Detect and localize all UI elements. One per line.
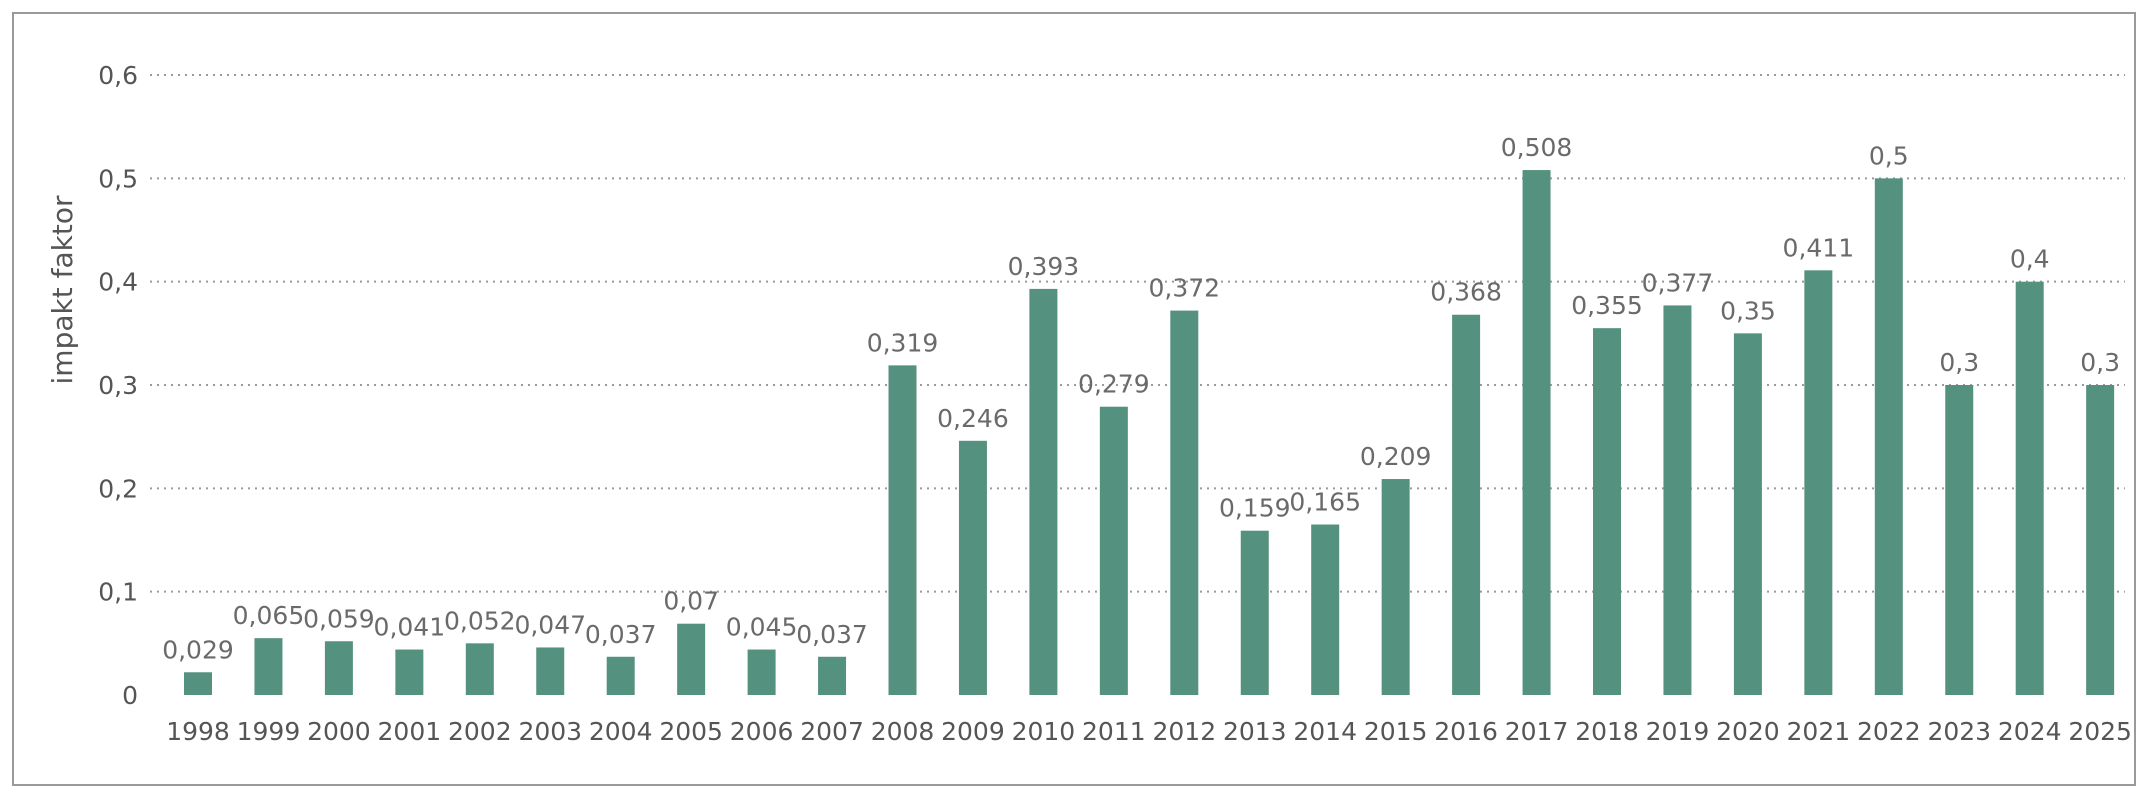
x-tick-label-2025: 2025 (2068, 717, 2132, 746)
bar-2018 (1593, 328, 1621, 695)
bar-2021 (1804, 270, 1833, 695)
x-tick-label-2011: 2011 (1082, 717, 1146, 746)
x-tick-label-2024: 2024 (1998, 717, 2062, 746)
y-tick-label: 0,1 (98, 578, 138, 607)
bar-2002 (465, 643, 494, 695)
data-label-2007: 0,037 (796, 620, 868, 649)
data-label-2016: 0,368 (1430, 278, 1502, 307)
data-label-2002: 0,052 (444, 606, 516, 635)
bar-2003 (536, 647, 565, 695)
x-tick-label-2014: 2014 (1293, 717, 1357, 746)
bar-2015 (1381, 479, 1410, 695)
x-tick-label-2017: 2017 (1505, 717, 1569, 746)
bar-2024 (2015, 281, 2044, 695)
data-label-2000: 0,059 (303, 604, 375, 633)
x-tick-label-2012: 2012 (1152, 717, 1216, 746)
bar-1998 (184, 672, 212, 695)
x-tick-label-2000: 2000 (307, 717, 371, 746)
x-tick-label-2002: 2002 (448, 717, 512, 746)
bar-2010 (1029, 288, 1058, 695)
data-label-2004: 0,037 (585, 620, 657, 649)
data-label-2009: 0,246 (937, 404, 1009, 433)
data-label-2005: 0,07 (663, 587, 719, 616)
y-tick-label: 0,2 (98, 474, 138, 503)
data-label-2003: 0,047 (514, 610, 586, 639)
y-tick-label: 0 (122, 681, 138, 710)
x-tick-label-2009: 2009 (941, 717, 1005, 746)
data-label-2020: 0,35 (1720, 296, 1776, 325)
data-label-2018: 0,355 (1571, 291, 1643, 320)
data-label-1999: 0,065 (233, 601, 305, 630)
x-tick-label-2018: 2018 (1575, 717, 1639, 746)
y-tick-label: 0,5 (98, 164, 138, 193)
bar-2007 (818, 656, 847, 695)
data-label-2001: 0,041 (374, 613, 446, 642)
bar-2004 (606, 656, 635, 695)
x-tick-label-2005: 2005 (659, 717, 723, 746)
x-tick-label-1999: 1999 (237, 717, 301, 746)
data-label-1998: 0,029 (162, 635, 234, 664)
bar-2000 (324, 641, 353, 695)
data-label-2021: 0,411 (1783, 233, 1855, 262)
bar-1999 (254, 638, 283, 695)
bar-2020 (1733, 333, 1762, 695)
bar-2014 (1311, 524, 1340, 695)
bar-2016 (1452, 314, 1481, 695)
bar-2001 (395, 649, 424, 695)
x-tick-label-2023: 2023 (1927, 717, 1991, 746)
bar-2025 (2086, 385, 2115, 695)
x-tick-label-2021: 2021 (1787, 717, 1851, 746)
data-label-2011: 0,279 (1078, 370, 1150, 399)
data-label-2019: 0,377 (1642, 268, 1714, 297)
bar-2005 (677, 623, 706, 695)
data-label-2010: 0,393 (1008, 252, 1080, 281)
y-tick-label: 0,3 (98, 371, 138, 400)
x-tick-label-2004: 2004 (589, 717, 653, 746)
chart-frame (12, 12, 2136, 786)
bars (184, 170, 2115, 696)
x-tick-label-2003: 2003 (518, 717, 582, 746)
data-label-2017: 0,508 (1501, 133, 1573, 162)
y-axis-ticks: 0 0,1 0,2 0,3 0,4 0,5 0,6 (98, 61, 138, 710)
x-tick-label-2020: 2020 (1716, 717, 1780, 746)
x-tick-label-2013: 2013 (1223, 717, 1287, 746)
data-label-2006: 0,045 (726, 613, 798, 642)
x-tick-label-2001: 2001 (378, 717, 442, 746)
bar-2006 (747, 649, 776, 695)
bar-2012 (1170, 310, 1199, 695)
data-label-2015: 0,209 (1360, 442, 1432, 471)
x-tick-label-2010: 2010 (1012, 717, 1076, 746)
gridlines (150, 74, 2125, 593)
x-tick-label-2015: 2015 (1364, 717, 1428, 746)
bar-2023 (1945, 385, 1974, 695)
bar-2022 (1874, 178, 1903, 696)
data-label-2014: 0,165 (1289, 488, 1361, 517)
data-label-2024: 0,4 (2010, 245, 2050, 274)
data-label-2012: 0,372 (1149, 274, 1221, 303)
x-tick-label-2008: 2008 (871, 717, 935, 746)
data-label-2008: 0,319 (867, 328, 939, 357)
x-tick-label-2016: 2016 (1434, 717, 1498, 746)
x-tick-label-2007: 2007 (800, 717, 864, 746)
data-label-2013: 0,159 (1219, 494, 1291, 523)
x-tick-label-2019: 2019 (1646, 717, 1710, 746)
bar-2009 (958, 440, 987, 695)
x-axis-ticks: 1998 1999 2000 2001 2002 2003 2004 2005 2006 2007… (166, 717, 2132, 746)
y-axis-label: impakt faktor (46, 195, 79, 384)
y-tick-label: 0,4 (98, 268, 138, 297)
data-label-2022: 0,5 (1869, 141, 1909, 170)
x-tick-label-2022: 2022 (1857, 717, 1921, 746)
bar-2008 (888, 365, 917, 695)
bar-2011 (1099, 406, 1128, 695)
y-tick-label: 0,6 (98, 61, 138, 90)
data-label-2023: 0,3 (1939, 348, 1979, 377)
bar-2013 (1240, 530, 1269, 695)
x-tick-label-1998: 1998 (166, 717, 230, 746)
bar-2019 (1663, 305, 1692, 695)
data-labels: 0,0290,0650,0590,0410,0520,0470,0370,070… (162, 133, 2120, 664)
bar-2017 (1522, 170, 1551, 696)
data-label-2025: 0,3 (2080, 348, 2120, 377)
x-tick-label-2006: 2006 (730, 717, 794, 746)
